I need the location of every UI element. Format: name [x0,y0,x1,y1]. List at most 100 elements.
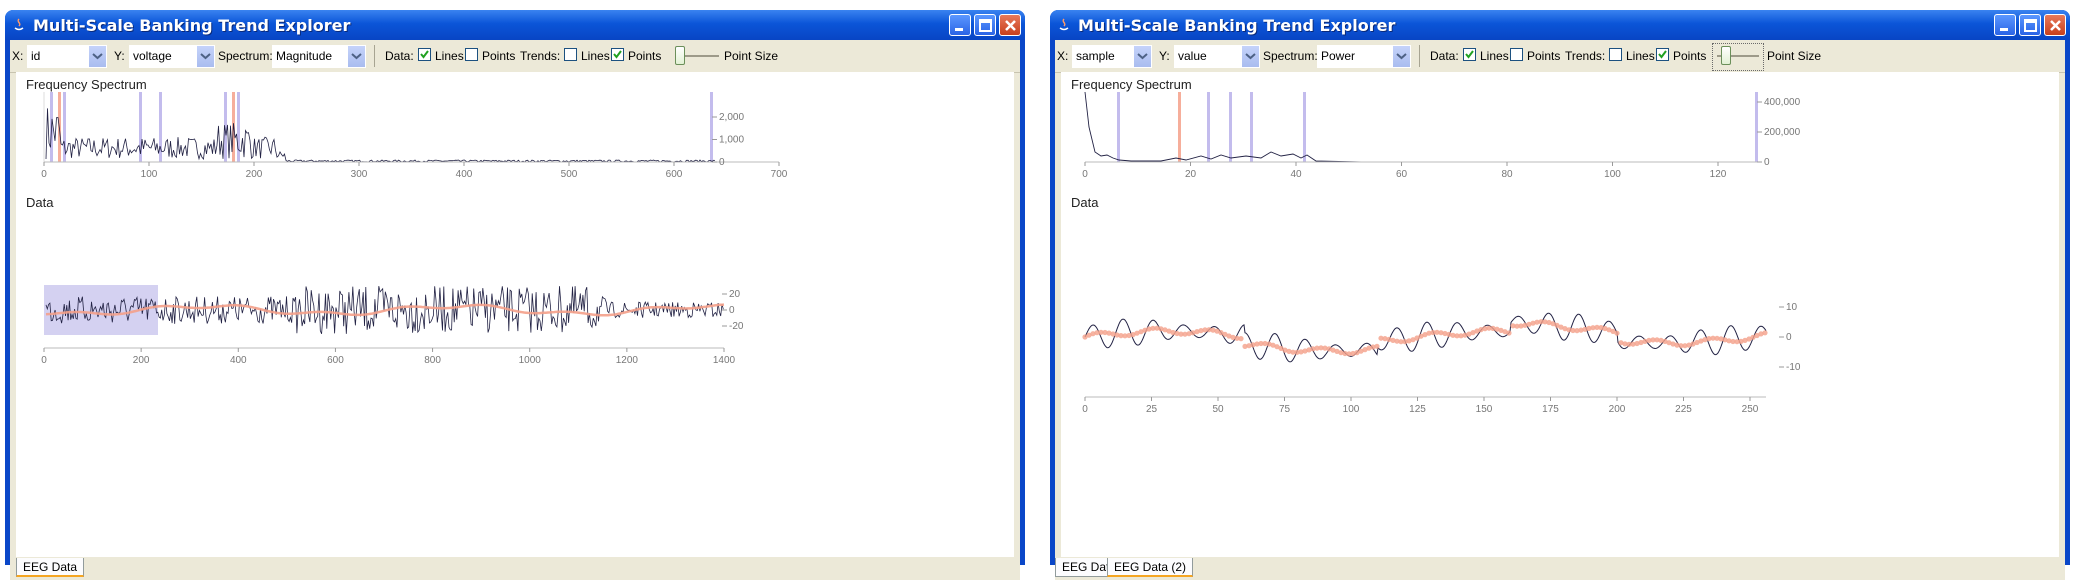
trend-point [1182,331,1188,337]
point-size-slider-thumb[interactable] [675,46,685,65]
point-size-slider-thumb[interactable] [1721,46,1731,65]
trend-point [1350,350,1356,357]
trend-point [1130,332,1136,338]
maximize-icon [979,19,992,32]
data-points-checkbox[interactable] [1510,48,1523,61]
x-tick-label: 50 [1212,404,1224,415]
trend-point [1558,324,1564,330]
tab-eeg-data-2[interactable]: EEG Data (2) [1107,558,1194,577]
x-tick-label: 60 [1396,169,1408,180]
trend-point [1450,332,1456,338]
trend-point [1286,348,1292,354]
frequency-marker [1207,92,1210,162]
trend-point [1734,339,1740,345]
trend-point [1402,339,1408,345]
trend-point [1422,332,1428,338]
toolbar-separator [1419,45,1420,67]
chevron-down-icon[interactable] [1242,46,1259,67]
x-tick-label: 400 [230,355,247,366]
trend-point [1410,337,1416,343]
trend-point [1502,329,1508,335]
maximize-button[interactable] [974,14,996,36]
chevron-down-icon[interactable] [348,46,365,67]
toolbar: X: id Y: voltage Spectrum: Magnitude Dat… [10,40,1020,73]
trend-point [1758,331,1764,337]
trends-lines-checkbox[interactable] [564,48,577,61]
trend-point [1726,338,1732,344]
trend-point [1614,330,1620,336]
trends-points-checkbox[interactable] [1656,48,1669,61]
trend-point [1470,330,1476,336]
title-bar[interactable]: Multi-Scale Banking Trend Explorer [1050,10,2070,40]
trend-point [1322,345,1328,351]
trend-point [1098,329,1104,335]
trend-point [1274,344,1280,350]
trend-point [1278,345,1284,351]
chevron-down-icon[interactable] [89,46,106,67]
y-select[interactable]: value [1174,45,1260,68]
trend-point [1166,328,1172,334]
window-client: X: sample Y: value Spectrum: Power Data:… [1055,40,2065,580]
frequency-marker [1117,92,1120,162]
trend-point [1238,336,1244,342]
point-size-slider-track[interactable] [1717,55,1759,57]
tab-eeg-data[interactable]: EEG Data [16,558,85,577]
x-select[interactable]: sample [1072,45,1152,68]
x-tick-label: 125 [1409,404,1426,415]
trends-lines-checkbox[interactable] [1609,48,1622,61]
data-lines-checkbox[interactable] [1463,48,1476,61]
trend-point [1606,327,1612,333]
minimize-button[interactable] [1994,14,2016,36]
toolbar: X: sample Y: value Spectrum: Power Data:… [1055,40,2065,73]
close-button[interactable] [999,14,1021,36]
trend-point [1690,341,1696,347]
chevron-down-icon[interactable] [1134,46,1151,67]
spectrum-title: Frequency Spectrum [1071,77,1192,92]
x-select[interactable]: id [27,45,107,68]
checkmark-icon [613,50,622,59]
minimize-button[interactable] [949,14,971,36]
trend-point [1522,322,1528,328]
spectrum-select[interactable]: Magnitude [272,45,366,68]
trend-point [1414,335,1420,341]
data-points-checkbox[interactable] [465,48,478,61]
y-label: Y: [1159,49,1170,63]
maximize-button[interactable] [2019,14,2041,36]
y-tick-label: 2,000 [719,112,744,123]
trend-point [1362,347,1368,353]
trend-point [1714,335,1720,341]
trend-point [1666,340,1672,346]
trend-point [1234,335,1240,341]
trend-point [1226,333,1232,339]
frequency-marker [139,92,142,162]
chevron-down-icon[interactable] [197,46,214,67]
x-tick-label: 0 [41,169,47,180]
point-size-slider-track[interactable] [677,55,719,57]
data-lines-checkbox[interactable] [418,48,431,61]
trend-point [1674,342,1680,348]
data-points-label: Points [1527,49,1561,63]
close-button[interactable] [2044,14,2066,36]
trend-point [1118,333,1124,339]
x-select-value: sample [1076,49,1115,63]
minimize-icon [955,28,963,31]
x-tick-label: 75 [1279,404,1291,415]
y-select[interactable]: voltage [129,45,215,68]
title-bar[interactable]: Multi-Scale Banking Trend Explorer [5,10,1025,40]
plot-canvas[interactable]: Frequency Spectrum Data 0 100 200 300 400 500… [16,72,1014,557]
trend-point [1266,341,1272,347]
y-tick-label: 1,000 [719,135,744,146]
trend-point [1534,319,1540,325]
x-tick-label: 600 [327,355,344,366]
trend-point [1154,325,1160,331]
frequency-marker [224,92,227,162]
plot-canvas[interactable]: Frequency Spectrum Data 0 20 40 60 80 100 120 4… [1061,72,2059,557]
spectrum-select[interactable]: Power [1317,45,1411,68]
x-tick-label: 400 [456,169,473,180]
trends-points-label: Points [628,49,662,63]
chevron-down-icon[interactable] [1393,46,1410,67]
frequency-marker [1303,92,1306,162]
trends-points-checkbox[interactable] [611,48,624,61]
